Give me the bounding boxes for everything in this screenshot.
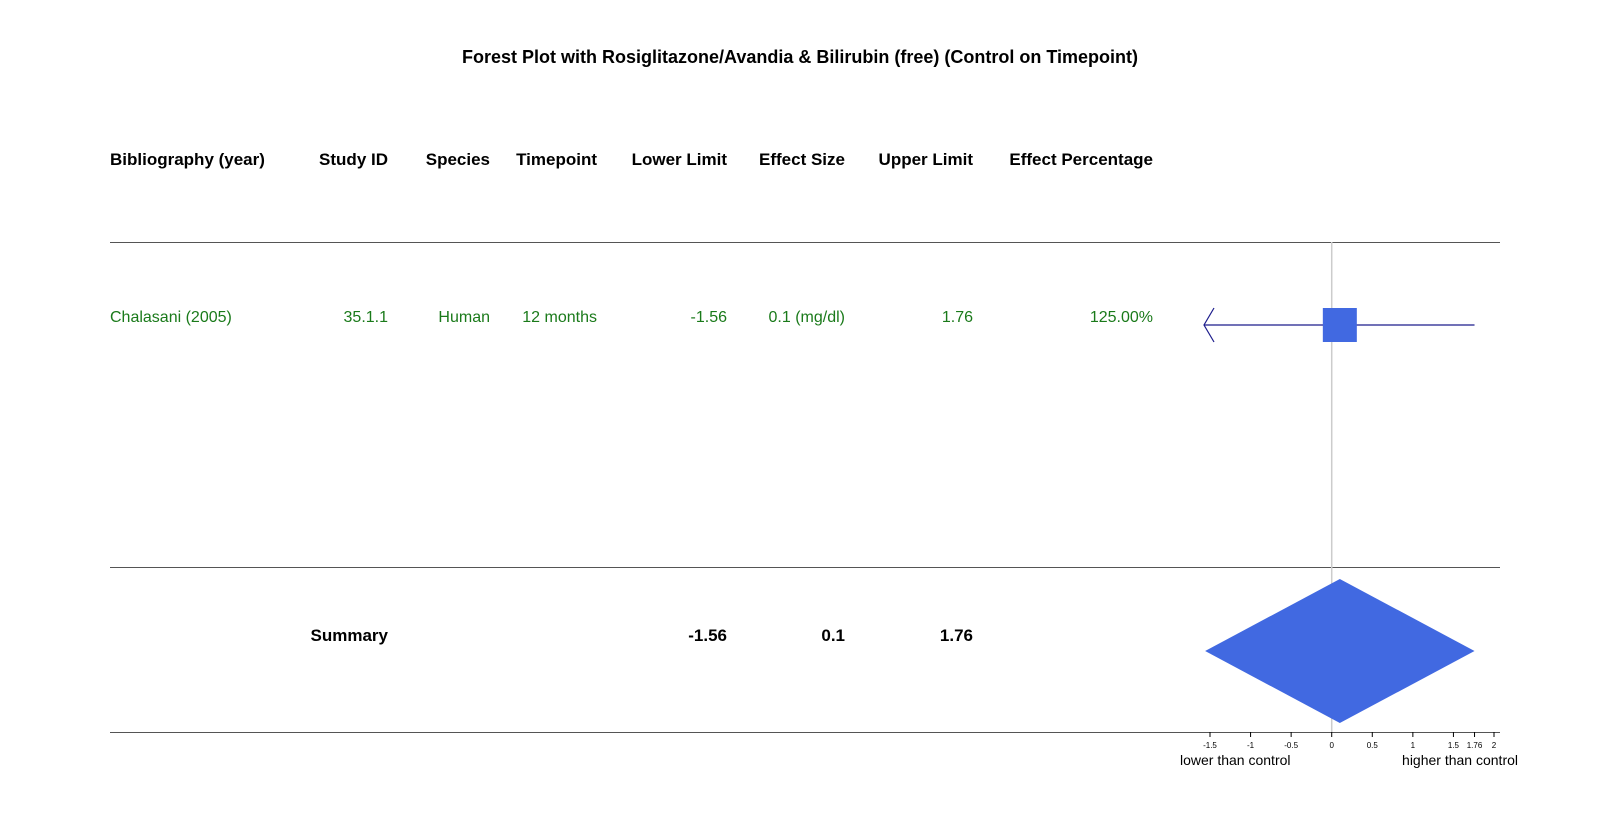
axis-tick-label: -1.5 <box>1203 741 1217 750</box>
header-upper-limit: Upper Limit <box>878 150 973 169</box>
axis-tick-label: 1 <box>1411 741 1416 750</box>
axis-tick-label: 2 <box>1492 741 1497 750</box>
summary-diamond <box>1205 579 1475 723</box>
row-lower-limit: -1.56 <box>690 309 727 326</box>
row-study-id: 35.1.1 <box>343 309 388 326</box>
axis-tick-label: 1.5 <box>1448 741 1460 750</box>
summary-lower-limit: -1.56 <box>688 626 727 645</box>
row-effect-size: 0.1 (mg/dl) <box>768 309 845 326</box>
study-effect-marker <box>1322 308 1357 342</box>
table-top-rule <box>110 242 1500 243</box>
header-effect-size: Effect Size <box>759 150 845 169</box>
row-timepoint: 12 months <box>522 309 597 326</box>
header-species: Species <box>425 150 490 169</box>
axis-tick-label: 1.76 <box>1467 741 1483 750</box>
header-bibliography: Bibliography (year) <box>110 150 265 169</box>
axis-right-label: higher than control <box>1402 752 1518 768</box>
row-species: Human <box>438 309 490 326</box>
axis-left-label: lower than control <box>1180 752 1291 768</box>
header-lower-limit: Lower Limit <box>631 150 727 169</box>
axis-tick-label: 0 <box>1329 741 1334 750</box>
study-ci-arrow <box>1203 307 1215 343</box>
header-study-id: Study ID <box>319 150 388 169</box>
summary-label: Summary <box>310 626 388 645</box>
header-timepoint: Timepoint <box>516 150 597 169</box>
row-upper-limit: 1.76 <box>941 309 973 326</box>
row-bibliography: Chalasani (2005) <box>110 309 232 326</box>
axis-tick-label: -1 <box>1247 741 1255 750</box>
summary-rule <box>110 567 1500 568</box>
axis-tick-label: 0.5 <box>1367 741 1379 750</box>
header-effect-percentage: Effect Percentage <box>1009 150 1153 169</box>
chart-title: Forest Plot with Rosiglitazone/Avandia &… <box>461 47 1138 67</box>
summary-effect-size: 0.1 <box>821 626 845 645</box>
axis-tick-label: -0.5 <box>1284 741 1298 750</box>
table-bottom-rule <box>110 732 1500 733</box>
summary-upper-limit: 1.76 <box>939 626 973 645</box>
row-effect-percentage: 125.00% <box>1089 309 1153 326</box>
